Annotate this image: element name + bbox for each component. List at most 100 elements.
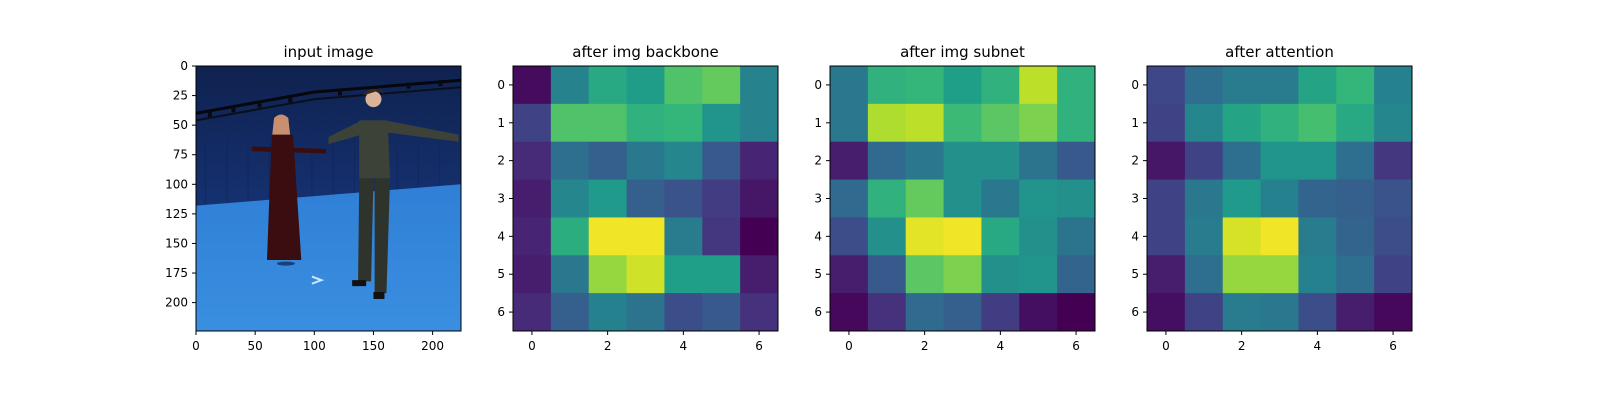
heatmap-cell	[740, 217, 779, 256]
y-tick-label: 125	[165, 207, 188, 221]
camera-mount	[438, 80, 443, 87]
heatmap-cell	[626, 255, 665, 294]
heatmap-cell	[626, 66, 665, 105]
person-right-shoe	[352, 280, 367, 287]
x-tick-label: 6	[755, 339, 763, 353]
heatmap-cell	[740, 103, 779, 143]
heatmap-cell	[513, 141, 552, 180]
heatmap-cell	[513, 66, 552, 105]
heatmap-cell	[943, 66, 982, 105]
heatmap-cell	[943, 217, 982, 256]
heatmap-cell	[550, 217, 590, 256]
heatmap-cell	[1147, 103, 1186, 143]
heatmap-cell	[1260, 255, 1299, 294]
heatmap-cell	[702, 217, 741, 256]
y-tick-label: 5	[497, 267, 505, 281]
heatmap-cell	[1222, 255, 1261, 294]
x-tick-label: 2	[604, 339, 612, 353]
heatmap-cell	[702, 255, 741, 294]
y-tick-label: 3	[1131, 192, 1139, 206]
heatmap-cell	[981, 66, 1020, 105]
x-tick-label: 4	[680, 339, 688, 353]
heatmap-cell	[1019, 103, 1058, 143]
y-tick-label: 2	[814, 154, 822, 168]
heatmap-cell	[626, 293, 665, 332]
y-tick-label: 150	[165, 236, 188, 250]
person-left-shadow	[276, 261, 295, 266]
heatmap-cell	[1222, 217, 1261, 256]
x-tick-label: 0	[192, 339, 200, 353]
y-tick-label: 6	[814, 305, 822, 319]
heatmap-cell	[1298, 293, 1337, 332]
heatmap-cell	[1374, 217, 1413, 256]
camera-mount	[207, 110, 212, 117]
axes-frame	[1146, 65, 1413, 332]
heatmap-cell	[1147, 141, 1186, 180]
x-tick-label: 4	[997, 339, 1005, 353]
heatmap-cell	[550, 255, 590, 294]
heatmap-cell	[1147, 255, 1186, 294]
heatmap-cell	[1260, 179, 1299, 218]
heatmap-cell	[513, 217, 552, 256]
y-tick-label: 3	[814, 192, 822, 206]
heatmap-cell	[550, 66, 590, 105]
heatmap-cell	[905, 179, 944, 218]
heatmap-cell	[1019, 179, 1058, 218]
heatmap-cell	[740, 141, 779, 180]
x-tick-label: 2	[921, 339, 929, 353]
camera-mount	[288, 96, 293, 103]
panel-title: after img backbone	[572, 43, 718, 61]
heatmap-cell	[1374, 66, 1413, 105]
person-right-head	[365, 91, 382, 108]
heatmap-cell	[702, 141, 741, 180]
heatmap-cell	[1298, 66, 1337, 105]
heatmap-cell	[1019, 66, 1058, 105]
heatmap-cell	[664, 141, 703, 180]
heatmap-cell	[1019, 141, 1058, 180]
panel-title: after img subnet	[900, 43, 1025, 61]
heatmap-cell	[1374, 293, 1413, 332]
camera-mount	[231, 106, 236, 113]
heatmap-cell	[830, 179, 869, 218]
heatmap-cell	[1336, 141, 1375, 180]
heatmap-cell	[1222, 141, 1261, 180]
heatmap-cell	[867, 293, 907, 332]
heatmap-cell	[1298, 103, 1337, 143]
x-tick-label: 150	[362, 339, 385, 353]
y-tick-label: 5	[814, 267, 822, 281]
person-left-dress	[266, 134, 302, 261]
y-tick-label: 75	[173, 148, 188, 162]
heatmap-cell	[664, 66, 703, 105]
floor-mark	[311, 275, 325, 285]
heatmap-cell	[702, 66, 741, 105]
heatmap-cell	[1260, 66, 1299, 105]
heatmap-cell	[1147, 66, 1186, 105]
heatmap-cell	[1057, 217, 1096, 256]
y-tick-label: 50	[173, 118, 188, 132]
heatmap-cell	[981, 141, 1020, 180]
heatmap-cell	[1374, 103, 1413, 143]
heatmap-cell	[1336, 293, 1375, 332]
person-right-leg-right	[374, 178, 391, 294]
y-tick-label: 1	[814, 116, 822, 130]
heatmap-cell	[513, 103, 552, 143]
heatmap-cell	[1260, 103, 1299, 143]
heatmap-cell	[588, 217, 627, 256]
heatmap-cell	[1057, 103, 1096, 143]
heatmap-cell	[1336, 255, 1375, 294]
heatmap-cell	[1222, 293, 1261, 332]
heatmap-cell	[867, 255, 907, 294]
x-tick-label: 4	[1314, 339, 1322, 353]
person-right-torso	[359, 120, 391, 179]
heatmap-cell	[1298, 141, 1337, 180]
y-tick-label: 2	[497, 154, 505, 168]
heatmap-cell	[550, 103, 590, 143]
y-tick-label: 0	[180, 59, 188, 73]
heatmap-cell	[1298, 179, 1337, 218]
person-right-hair	[362, 88, 385, 96]
heatmap-cell	[513, 179, 552, 218]
heatmap-cell	[981, 179, 1020, 218]
heatmap-cell	[626, 217, 665, 256]
heatmap-cell	[1336, 66, 1375, 105]
